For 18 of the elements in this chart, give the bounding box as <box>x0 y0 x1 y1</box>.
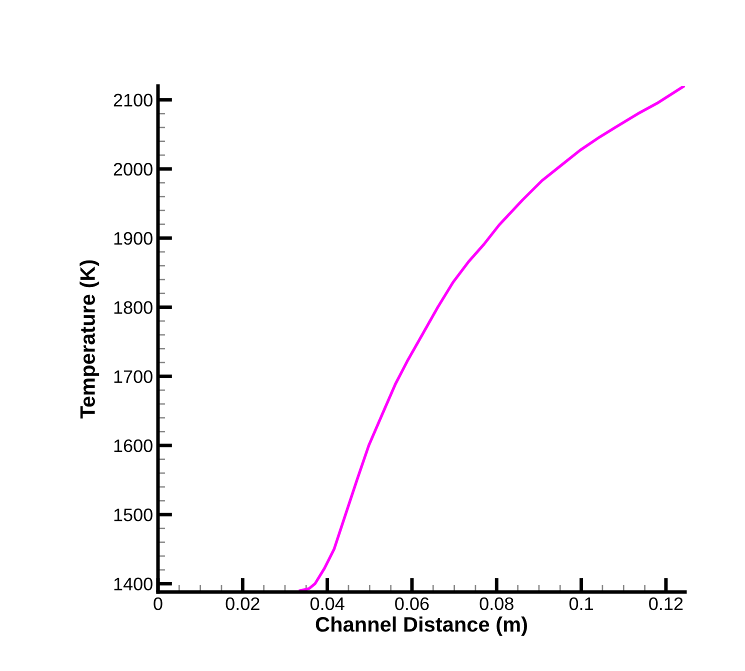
y-tick-label: 1700 <box>114 370 152 384</box>
x-tick-label: 0.12 <box>649 597 683 610</box>
x-tick-label: 0.06 <box>395 597 429 610</box>
y-tick-label: 1800 <box>114 301 152 314</box>
x-tick-label: 0.02 <box>226 597 260 610</box>
y-tick-label: 2100 <box>114 94 152 107</box>
y-tick-label: 1600 <box>114 439 152 452</box>
x-tick-label: 0.04 <box>310 597 344 610</box>
x-tick-label: 0 <box>154 597 162 610</box>
y-axis-title: Temperature (K) <box>80 260 100 418</box>
x-axis-title: Channel Distance (m) <box>316 616 527 636</box>
y-tick-label: 1500 <box>114 508 152 522</box>
x-tick-label: 0.1 <box>569 597 593 610</box>
line-series <box>298 86 685 592</box>
x-tick-label: 0.08 <box>480 597 514 610</box>
y-tick-label: 1900 <box>114 232 152 245</box>
y-tick-label: 1400 <box>114 578 152 590</box>
y-tick-label: 2000 <box>114 162 152 176</box>
